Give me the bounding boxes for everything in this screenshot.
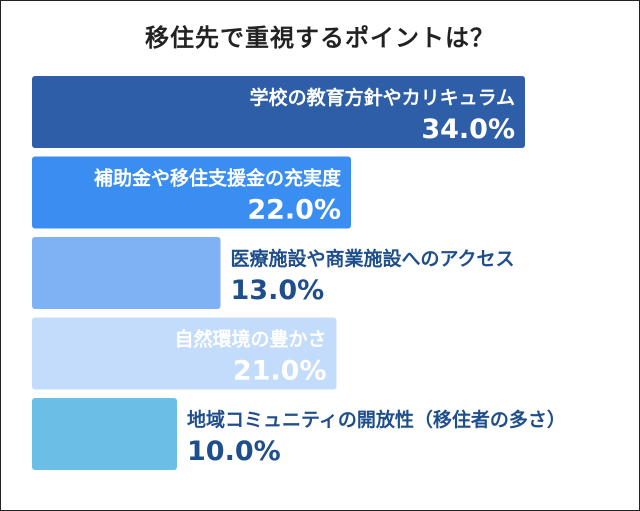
chart-title: 移住先で重視するポイントは？ (145, 24, 495, 52)
bar-value-1: 34.0% (421, 114, 515, 145)
bar-label-2: 補助金や移住支援金の充実度 (93, 167, 342, 190)
bar-label-1: 学校の教育方針やカリキュラム (250, 86, 515, 109)
bar-value-2: 22.0% (247, 195, 341, 226)
bar-value-5: 10.0% (187, 436, 281, 467)
bar-1 (32, 76, 525, 148)
bar-value-4: 21.0% (233, 356, 327, 387)
bar-label-5: 地域コミュニティの開放性（移住者の多さ） (187, 408, 566, 431)
bar-5 (32, 398, 177, 470)
bar-label-4: 自然環境の豊かさ (174, 328, 326, 351)
bar-label-3: 医療施設や商業施設へのアクセス (231, 247, 515, 270)
bar-4 (32, 317, 337, 390)
bar-2 (32, 156, 351, 229)
bars-group: 学校の教育方針やカリキュラム 34.0% 補助金や移住支援金の充実度 22.0% 医療施… (32, 76, 566, 470)
bar-3 (32, 237, 221, 309)
bar-value-3: 13.0% (231, 275, 325, 306)
